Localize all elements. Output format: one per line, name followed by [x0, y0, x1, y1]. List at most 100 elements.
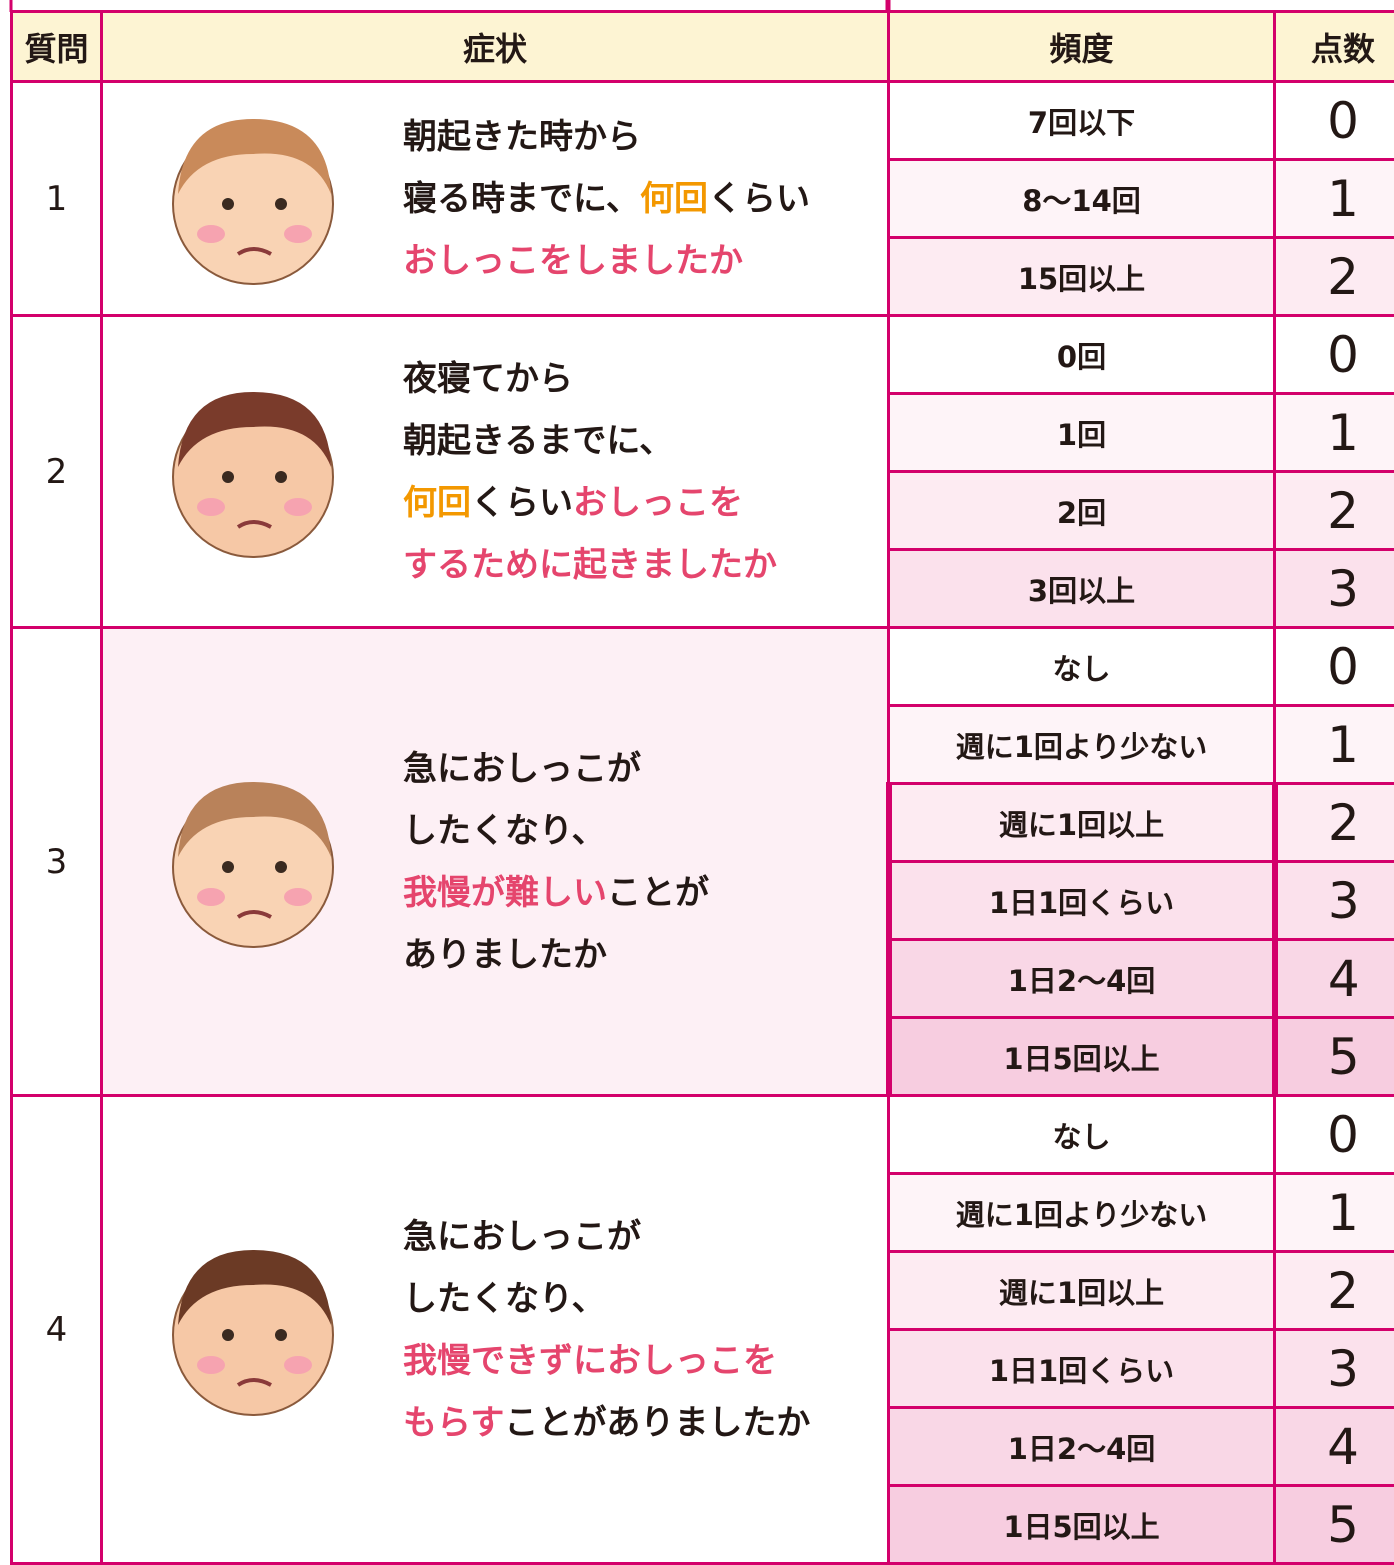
symptom-segment: 夜寝てから — [403, 359, 573, 399]
score: 0 — [1275, 82, 1394, 160]
frequency: 週に1回以上 — [889, 1252, 1275, 1330]
illustration — [133, 99, 373, 299]
header-cell: 症状 — [102, 12, 889, 82]
symptom-line: するために起きましたか — [403, 534, 777, 596]
symptom-segment: 朝起きるまでに、 — [403, 421, 673, 461]
symptom-wrap: 急におしっこがしたくなり、我慢できずにおしっこをもらすことがありましたか — [103, 1206, 887, 1454]
score: 1 — [1275, 706, 1394, 784]
score: 4 — [1275, 1408, 1394, 1486]
question-number: 4 — [12, 1096, 102, 1564]
header-cell: 質問 — [12, 12, 102, 82]
score: 0 — [1275, 628, 1394, 706]
frequency: 週に1回より少ない — [889, 1174, 1275, 1252]
symptom-line: したくなり、 — [403, 1268, 810, 1330]
symptom-segment: ことが — [607, 873, 709, 913]
symptom-line: おしっこをしましたか — [403, 230, 810, 292]
frequency: なし — [889, 1096, 1275, 1174]
score: 3 — [1275, 550, 1394, 628]
question-number: 1 — [12, 82, 102, 316]
score: 0 — [1275, 316, 1394, 394]
symptom-wrap: 急におしっこがしたくなり、我慢が難しいことがありましたか — [103, 738, 886, 986]
score: 4 — [1275, 940, 1394, 1018]
symptom-line: 寝る時までに、何回くらい — [403, 168, 810, 230]
header-cell: 頻度 — [889, 12, 1275, 82]
symptom-segment: もらす — [403, 1403, 504, 1443]
symptom-text: 急におしっこがしたくなり、我慢できずにおしっこをもらすことがありましたか — [403, 1206, 810, 1454]
frequency: 2回 — [889, 472, 1275, 550]
frequency: 1日5回以上 — [889, 1018, 1275, 1096]
symptom-text: 朝起きた時から寝る時までに、何回くらいおしっこをしましたか — [403, 106, 810, 292]
illustration-box — [103, 372, 403, 572]
frequency: 週に1回以上 — [889, 784, 1275, 862]
symptom-segment: くらい — [708, 179, 810, 219]
symptom-cell: 朝起きた時から寝る時までに、何回くらいおしっこをしましたか — [102, 82, 889, 316]
frequency: 1日2～4回 — [889, 1408, 1275, 1486]
symptom-line: 我慢が難しいことが — [403, 862, 709, 924]
symptom-segment: 何回 — [640, 179, 708, 219]
symptom-segment: 何回 — [403, 483, 471, 523]
symptom-segment: ありましたか — [403, 935, 607, 975]
score: 2 — [1275, 1252, 1394, 1330]
frequency: なし — [889, 628, 1275, 706]
illustration — [133, 762, 373, 962]
score: 5 — [1275, 1486, 1394, 1564]
symptom-line: 夜寝てから — [403, 348, 777, 410]
illustration-box — [103, 1230, 403, 1430]
symptom-text: 急におしっこがしたくなり、我慢が難しいことがありましたか — [403, 738, 709, 986]
symptom-cell: 急におしっこがしたくなり、我慢できずにおしっこをもらすことがありましたか — [102, 1096, 889, 1564]
symptom-line: もらすことがありましたか — [403, 1392, 810, 1454]
symptom-segment: 朝起きた時から — [403, 117, 641, 157]
score: 3 — [1275, 1330, 1394, 1408]
symptom-line: 朝起きるまでに、 — [403, 410, 777, 472]
symptom-cell: 夜寝てから朝起きるまでに、何回くらいおしっこをするために起きましたか — [102, 316, 889, 628]
illustration-box — [103, 99, 403, 299]
score: 3 — [1275, 862, 1394, 940]
symptom-segment: ことがありましたか — [504, 1403, 810, 1443]
question-number: 3 — [12, 628, 102, 1096]
frequency: 1日2～4回 — [889, 940, 1275, 1018]
symptom-segment: 急におしっこが — [403, 749, 641, 789]
illustration-box — [103, 762, 403, 962]
score: 1 — [1275, 160, 1394, 238]
symptom-wrap: 朝起きた時から寝る時までに、何回くらいおしっこをしましたか — [103, 99, 887, 299]
symptom-wrap: 夜寝てから朝起きるまでに、何回くらいおしっこをするために起きましたか — [103, 348, 887, 596]
frequency: 1回 — [889, 394, 1275, 472]
frequency: 7回以下 — [889, 82, 1275, 160]
frequency: 8～14回 — [889, 160, 1275, 238]
header-cell: 点数 — [1275, 12, 1394, 82]
symptom-segment: したくなり、 — [403, 811, 606, 851]
symptom-line: 急におしっこが — [403, 738, 709, 800]
symptom-segment: するために起きましたか — [403, 545, 777, 585]
symptom-segment: 急におしっこが — [403, 1217, 641, 1257]
frequency: 3回以上 — [889, 550, 1275, 628]
symptom-line: したくなり、 — [403, 800, 709, 862]
score: 2 — [1275, 472, 1394, 550]
symptom-line: 何回くらいおしっこを — [403, 472, 777, 534]
frequency: 週に1回より少ない — [889, 706, 1275, 784]
symptom-segment: 我慢できずにおしっこを — [403, 1341, 777, 1381]
symptom-segment: 寝る時までに、 — [403, 179, 640, 219]
illustration — [133, 1230, 373, 1430]
frequency: 15回以上 — [889, 238, 1275, 316]
frequency: 0回 — [889, 316, 1275, 394]
score: 1 — [1275, 394, 1394, 472]
symptom-line: 急におしっこが — [403, 1206, 810, 1268]
score: 2 — [1275, 238, 1394, 316]
score: 5 — [1275, 1018, 1394, 1096]
symptom-segment: 我慢が難しい — [403, 873, 607, 913]
score: 1 — [1275, 1174, 1394, 1252]
symptom-segment: したくなり、 — [403, 1279, 606, 1319]
symptom-line: ありましたか — [403, 924, 709, 986]
symptom-text: 夜寝てから朝起きるまでに、何回くらいおしっこをするために起きましたか — [403, 348, 777, 596]
score: 2 — [1275, 784, 1394, 862]
symptom-cell: 急におしっこがしたくなり、我慢が難しいことがありましたか — [102, 628, 889, 1096]
header-row: 質問 症状 頻度 点数 — [12, 12, 1394, 82]
symptom-line: 我慢できずにおしっこを — [403, 1330, 810, 1392]
score: 0 — [1275, 1096, 1394, 1174]
frequency: 1日1回くらい — [889, 862, 1275, 940]
